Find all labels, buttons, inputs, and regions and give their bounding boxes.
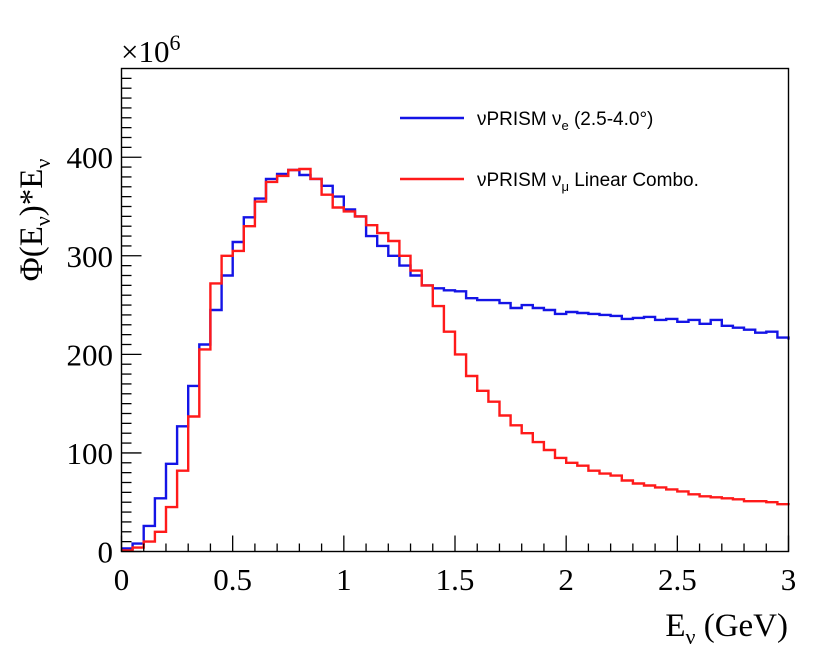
y-tick-label: 100 <box>67 436 114 471</box>
y-tick-label: 200 <box>67 337 114 372</box>
x-axis-label: Eν (GeV) <box>665 608 788 649</box>
x-tick-label: 2 <box>558 562 574 597</box>
y-tick-labels: 0 100 200 300 400 <box>67 140 114 569</box>
x-tick-label: 0 <box>114 562 130 597</box>
y-label-part2: )*E <box>14 169 50 217</box>
legend-numu-sub: μ <box>561 179 569 194</box>
legend-nue-sub: e <box>561 118 568 133</box>
y-multiplier: ×106 <box>121 30 180 69</box>
x-label-sub: ν <box>686 624 696 649</box>
legend-numu-prefix: νPRISM ν <box>477 170 561 191</box>
y-tick-label: 400 <box>67 140 114 175</box>
y-tick-label: 0 <box>98 535 114 570</box>
x-tick-labels: 0 0.5 1 1.5 2 2.5 3 <box>114 562 797 597</box>
y-multiplier-exponent: 6 <box>169 30 180 55</box>
x-tick-label: 1.5 <box>436 562 475 597</box>
x-label-main: E <box>665 608 685 644</box>
plot-series-group <box>121 167 790 552</box>
y-label-sub2: ν <box>30 159 55 169</box>
legend-label-numu: νPRISM νμ Linear Combo. <box>477 170 699 194</box>
legend-numu-suffix: Linear Combo. <box>569 170 699 191</box>
x-tick-label: 0.5 <box>213 562 252 597</box>
x-label-rest: (GeV) <box>695 608 788 644</box>
y-axis-label: Φ(Eν)*Eν <box>14 159 55 282</box>
x-tick-label: 3 <box>781 562 797 597</box>
legend-nue-suffix: (2.5-4.0°) <box>569 109 654 130</box>
x-tick-label: 1 <box>336 562 352 597</box>
series-line-1 <box>121 167 790 552</box>
x-tick-label: 2.5 <box>658 562 697 597</box>
y-label-sub1: ν <box>30 216 55 226</box>
y-label-part1: Φ(E <box>14 226 50 281</box>
legend-label-nue: νPRISM νe (2.5-4.0°) <box>477 109 653 133</box>
legend-nue-prefix: νPRISM ν <box>477 109 561 130</box>
series-line-0 <box>121 168 790 550</box>
plot-frame <box>120 67 790 553</box>
y-multiplier-base: ×10 <box>121 34 169 69</box>
legend: νPRISM νe (2.5-4.0°) νPRISM νμ Linear Co… <box>400 109 699 194</box>
y-tick-label: 300 <box>67 239 114 274</box>
